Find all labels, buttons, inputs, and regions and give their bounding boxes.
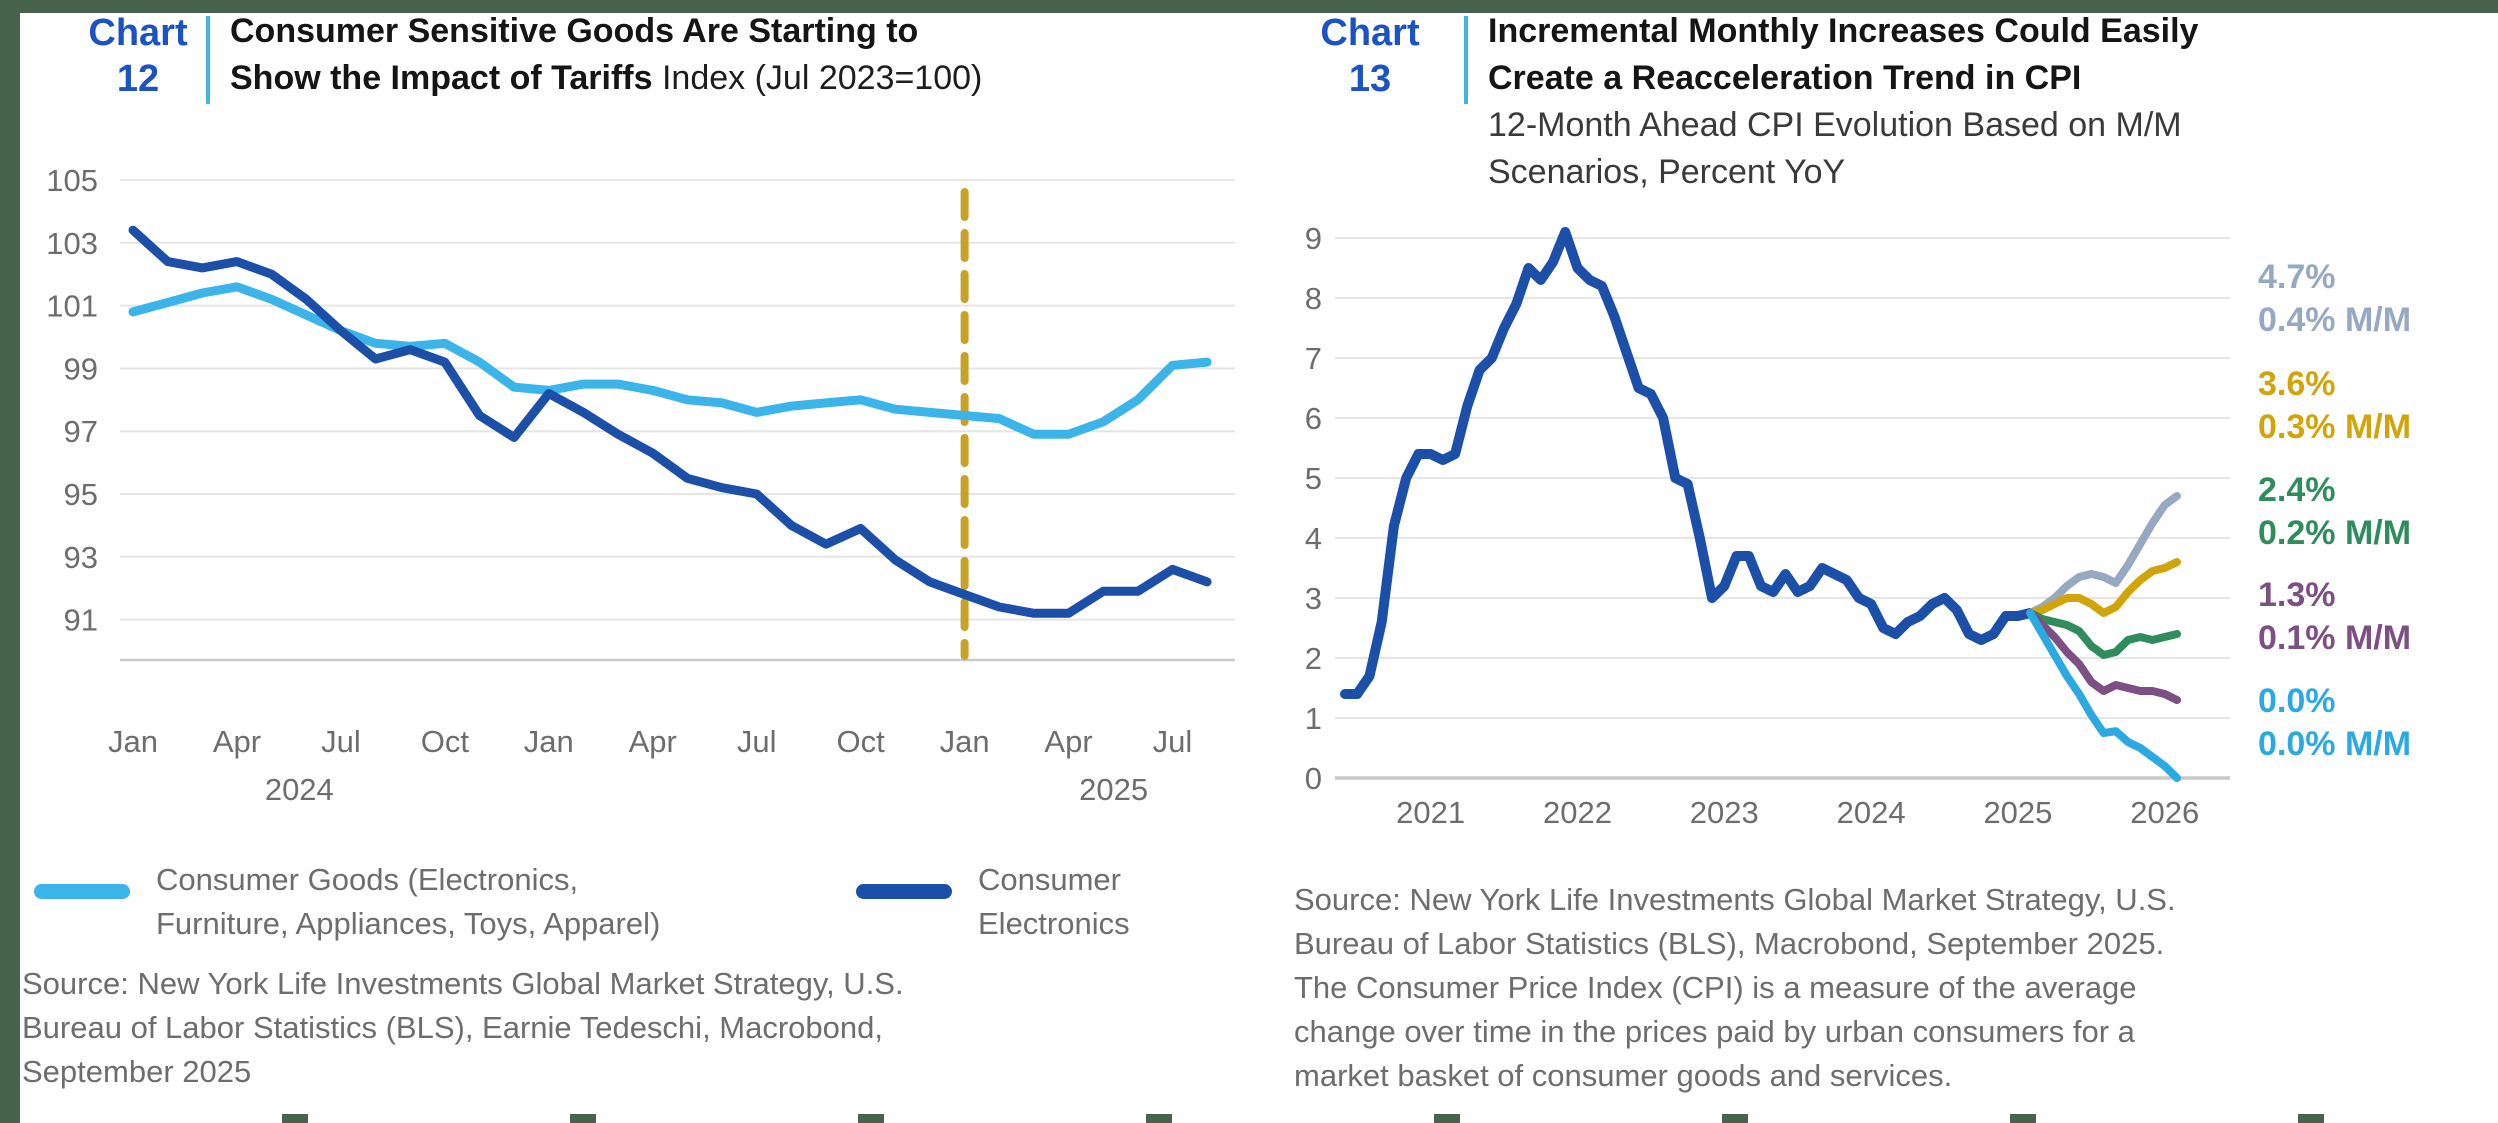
chart12-title: Consumer Sensitive Goods Are Starting to… [230,8,1240,102]
svg-text:5: 5 [1305,461,1322,496]
chart13-number-value: 13 [1348,58,1392,100]
scenario-label-0.3mm: 3.6% 0.3% M/M [2258,363,2411,449]
chart13-plot: 0 1 2 3 4 5 6 7 8 9 2021 2022 2023 2024 2025 2026 [1305,221,2230,830]
scenario-label-0.0mm: 0.0% 0.0% M/M [2258,680,2411,766]
svg-text:3: 3 [1305,581,1322,616]
svg-text:Oct: Oct [837,724,886,759]
chart13-source-line2: Bureau of Labor Statistics (BLS), Macrob… [1294,926,2165,961]
scenario-mm-rate: 0.2% M/M [2258,514,2412,552]
scenario-mm-rate: 0.3% M/M [2258,408,2412,446]
chart12-legend-swatch-consumer-goods [34,884,130,899]
svg-text:95: 95 [64,477,98,512]
svg-text:2025: 2025 [1983,795,2052,830]
svg-text:1: 1 [1305,701,1322,736]
chart12-number-value: 12 [116,58,160,100]
chart12-legend-label-line2: Electronics [978,906,1130,941]
chart13-source-line5: market basket of consumer goods and serv… [1294,1058,1953,1093]
svg-text:Oct: Oct [421,724,470,759]
svg-text:Jan: Jan [524,724,574,759]
chart12-title-line2-bold: Show the Impact of Tariffs [230,59,653,97]
svg-text:101: 101 [46,289,98,324]
svg-text:2023: 2023 [1690,795,1759,830]
scenario-label-0.2mm: 2.4% 0.2% M/M [2258,469,2411,555]
svg-text:97: 97 [64,414,98,449]
chart13-source-line4: change over time in the prices paid by u… [1294,1014,2135,1049]
chart12-legend-item-consumer-goods: Consumer Goods (Electronics, Furniture, … [34,858,660,946]
svg-text:Jul: Jul [321,724,361,759]
svg-text:6: 6 [1305,401,1322,436]
svg-text:103: 103 [46,226,98,261]
scenario-endpoint-pct: 0.0% [2258,682,2336,720]
svg-text:Jul: Jul [1153,724,1193,759]
chart12-legend-label-line1: Consumer [978,862,1121,897]
chart12-title-line2-normal: Index (Jul 2023=100) [652,59,983,97]
svg-text:7: 7 [1305,341,1322,376]
chart12-title-line1: Consumer Sensitive Goods Are Starting to [230,12,919,50]
chart13-subtitle-line2: Scenarios, Percent YoY [1488,153,1846,191]
chart13-title-divider [1464,16,1468,104]
chart12-source-line1: Source: New York Life Investments Global… [22,966,904,1001]
svg-text:Apr: Apr [1044,724,1092,759]
chart12-legend-label-consumer-goods: Consumer Goods (Electronics, Furniture, … [156,858,660,946]
scenario-mm-rate: 0.1% M/M [2258,619,2412,657]
svg-text:2025: 2025 [1079,772,1148,807]
svg-text:2: 2 [1305,641,1322,676]
svg-text:Jul: Jul [737,724,777,759]
chart13-number: Chart 13 [1300,10,1440,102]
chart12-legend-label-line1: Consumer Goods (Electronics, [156,862,579,897]
scenario-endpoint-pct: 4.7% [2258,258,2336,296]
chart13-number-label: Chart [1320,12,1420,54]
svg-text:Jan: Jan [940,724,990,759]
scenario-endpoint-pct: 3.6% [2258,365,2336,403]
page-frame-left [0,0,20,1123]
svg-text:2024: 2024 [1837,795,1906,830]
chart13-source-line3: The Consumer Price Index (CPI) is a meas… [1294,970,2137,1005]
page-frame-top [0,0,2498,13]
chart12-source-line2: Bureau of Labor Statistics (BLS), Earnie… [22,1010,883,1045]
svg-text:Jan: Jan [108,724,158,759]
chart12-source-line3: September 2025 [22,1054,252,1089]
svg-text:Apr: Apr [629,724,677,759]
chart12-number: Chart 12 [68,10,208,102]
chart12-legend-label-line2: Furniture, Appliances, Toys, Apparel) [156,906,661,941]
page-frame-bottom [20,1114,2498,1123]
svg-text:0: 0 [1305,761,1322,796]
svg-text:4: 4 [1305,521,1322,556]
scenario-endpoint-pct: 2.4% [2258,471,2336,509]
svg-text:99: 99 [64,351,98,386]
chart13-source-line1: Source: New York Life Investments Global… [1294,882,2176,917]
chart12-legend-item-consumer-electronics: Consumer Electronics [856,858,1130,946]
chart12-number-label: Chart [88,12,188,54]
chart13-title: Incremental Monthly Increases Could Easi… [1488,8,2488,196]
svg-text:2026: 2026 [2130,795,2199,830]
scenario-endpoint-pct: 1.3% [2258,576,2336,614]
chart13-source: Source: New York Life Investments Global… [1294,878,2494,1098]
svg-text:2022: 2022 [1543,795,1612,830]
chart13-title-line2: Create a Reacceleration Trend in CPI [1488,59,2082,97]
svg-text:9: 9 [1305,221,1322,256]
svg-text:Apr: Apr [213,724,261,759]
svg-text:93: 93 [64,540,98,575]
chart12-title-line2: Show the Impact of Tariffs Index (Jul 20… [230,55,1240,102]
svg-text:105: 105 [46,163,98,198]
svg-text:91: 91 [64,603,98,638]
chart13-subtitle-line1: 12-Month Ahead CPI Evolution Based on M/… [1488,106,2182,144]
scenario-mm-rate: 0.4% M/M [2258,301,2412,339]
chart12-title-divider [206,16,210,104]
chart12-legend-label-consumer-electronics: Consumer Electronics [978,858,1130,946]
scenario-mm-rate: 0.0% M/M [2258,725,2412,763]
chart12-plot: 91 93 95 97 99 101 103 105 Jan Apr Jul Oct Jan Apr Jul… [46,163,1235,807]
chart13-title-line1: Incremental Monthly Increases Could Easi… [1488,12,2199,50]
chart12-source: Source: New York Life Investments Global… [22,962,1262,1094]
scenario-label-0.1mm: 1.3% 0.1% M/M [2258,574,2411,660]
svg-text:2024: 2024 [265,772,334,807]
svg-text:2021: 2021 [1396,795,1465,830]
svg-text:8: 8 [1305,281,1322,316]
scenario-label-0.4mm: 4.7% 0.4% M/M [2258,256,2411,342]
chart12-legend-swatch-consumer-electronics [856,884,952,899]
